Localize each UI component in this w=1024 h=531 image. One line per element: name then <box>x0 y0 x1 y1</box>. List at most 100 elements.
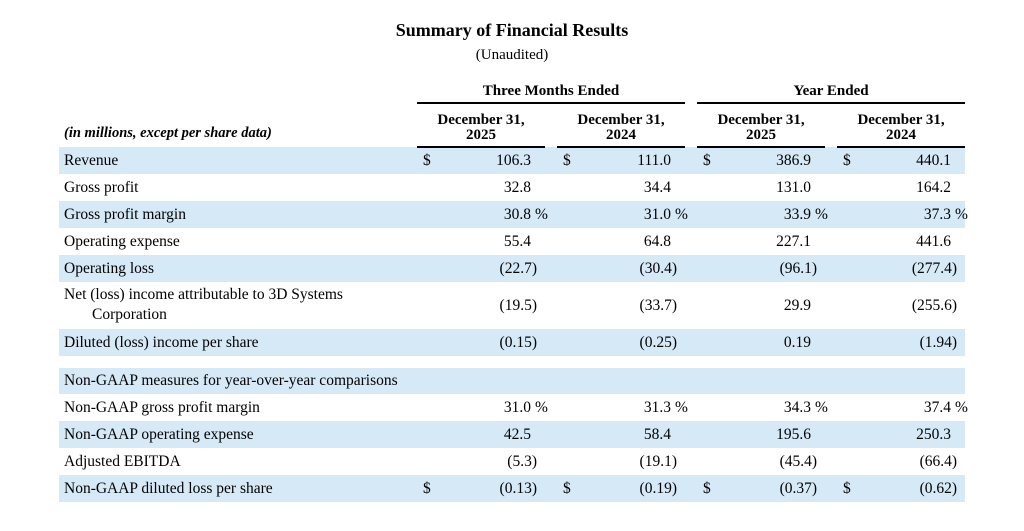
percent-cell <box>951 174 965 201</box>
percent-cell: % <box>675 398 688 416</box>
value-text: (96.1) <box>779 259 818 277</box>
value-text: 441.6 <box>916 232 952 250</box>
value-text: (1.94) <box>919 333 958 351</box>
column-gap <box>685 201 698 228</box>
currency-cell <box>417 421 439 448</box>
currency-cell <box>417 201 439 228</box>
percent-cell <box>531 475 545 502</box>
currency-cell: $ <box>557 147 579 174</box>
value-text: (66.4) <box>919 452 958 470</box>
percent-cell <box>671 147 686 174</box>
value-cell: 441.6 <box>859 228 951 255</box>
currency-cell <box>697 282 719 329</box>
value-text: 227.1 <box>776 232 812 250</box>
currency-cell <box>837 394 859 421</box>
currency-cell <box>557 394 579 421</box>
column-gap <box>685 282 697 329</box>
column-gap <box>545 421 557 448</box>
date-header-y-2025: December 31, 2025 <box>697 103 826 148</box>
document-header: Summary of Financial Results (Unaudited) <box>0 0 1024 64</box>
value-cell: 37.4 <box>859 394 951 421</box>
value-text: 37.3 <box>923 205 952 223</box>
table-body: Revenue $106.3 $111.0 $386.9 $440.1 Gross pro… <box>59 147 968 502</box>
percent-cell <box>671 174 685 201</box>
value-text: (30.4) <box>639 259 677 277</box>
percent-cell <box>951 255 966 282</box>
percent-cell: % <box>815 398 828 416</box>
period-group-header-row: (in millions, except per share data) Thr… <box>59 79 966 141</box>
row-label: Non-GAAP operating expense <box>59 421 417 448</box>
percent-cell <box>671 228 685 255</box>
value-text: (22.7) <box>499 259 537 277</box>
column-gap <box>545 201 557 228</box>
column-gap <box>825 147 838 174</box>
percent-cell: % <box>955 398 968 416</box>
percent-cell <box>811 329 826 356</box>
currency-cell: $ <box>417 475 439 502</box>
currency-cell: $ <box>837 475 860 502</box>
value-text: 440.1 <box>916 152 952 169</box>
row-label: Operating expense <box>64 232 180 250</box>
value-cell: 31.0 <box>579 201 671 228</box>
value-cell: (45.4) <box>719 448 817 475</box>
percent-cell <box>531 147 545 174</box>
value-text: (0.13) <box>499 479 537 497</box>
percent-cell: % <box>531 201 548 228</box>
value-text: (0.62) <box>919 479 958 497</box>
date-header-q-2025: December 31, 2025 <box>417 103 545 148</box>
value-text: (0.19) <box>639 479 677 497</box>
date-label: December 31, 2024 <box>857 112 945 143</box>
page-subtitle: (Unaudited) <box>475 47 549 63</box>
table-row: Operating loss (22.7) (30.4) (96.1) (277.4) <box>59 255 966 282</box>
column-gap <box>825 174 837 201</box>
percent-cell <box>811 475 826 502</box>
row-label: Gross profit <box>64 178 139 196</box>
column-gap <box>685 79 697 103</box>
percent-cell <box>531 255 545 282</box>
spacer-cell <box>59 356 965 368</box>
currency-cell <box>417 174 439 201</box>
currency-cell <box>837 421 860 448</box>
value-cell: 29.9 <box>719 282 811 329</box>
column-gap <box>825 228 837 255</box>
column-gap <box>545 255 557 282</box>
percent-cell: % <box>811 201 828 228</box>
currency-cell <box>557 228 579 255</box>
percent-cell <box>951 421 966 448</box>
percent-cell <box>531 228 545 255</box>
table-row: Operating expense 55.4 64.8 227.1 441.6 <box>59 228 965 255</box>
currency-cell <box>697 201 720 228</box>
value-cell: 34.4 <box>579 174 671 201</box>
currency-cell <box>837 448 859 475</box>
currency-cell <box>837 201 860 228</box>
section-row: Non-GAAP measures for year-over-year com… <box>59 368 966 394</box>
column-gap <box>825 103 837 147</box>
date-header-q-2024: December 31, 2024 <box>557 103 686 148</box>
column-gap <box>825 201 838 228</box>
table-row: Revenue $106.3 $111.0 $386.9 $440.1 <box>59 147 966 174</box>
currency-cell <box>697 448 719 475</box>
currency-cell <box>417 228 439 255</box>
currency-cell <box>557 255 579 282</box>
date-label: December 31, 2025 <box>437 112 525 143</box>
value-text: (5.3) <box>507 452 537 470</box>
value-cell: 106.3 <box>439 147 531 174</box>
currency-cell <box>837 174 859 201</box>
column-gap <box>685 475 698 502</box>
value-text: (19.1) <box>639 452 677 470</box>
table-row: Gross profit margin 30.8% 31.0% 33.9% 37.3% <box>59 201 968 228</box>
currency-cell <box>837 329 860 356</box>
value-cell: (96.1) <box>719 255 817 282</box>
value-cell: (19.5) <box>439 282 537 329</box>
percent-cell <box>951 228 965 255</box>
column-gap <box>685 329 698 356</box>
value-text: (0.37) <box>779 479 818 497</box>
value-cell: (277.4) <box>859 255 957 282</box>
percent-cell: % <box>671 201 688 228</box>
value-cell: (5.3) <box>439 448 537 475</box>
column-gap <box>685 228 697 255</box>
percent-cell <box>811 228 825 255</box>
percent-cell <box>671 255 686 282</box>
column-gap <box>545 282 557 329</box>
percent-cell <box>671 421 686 448</box>
